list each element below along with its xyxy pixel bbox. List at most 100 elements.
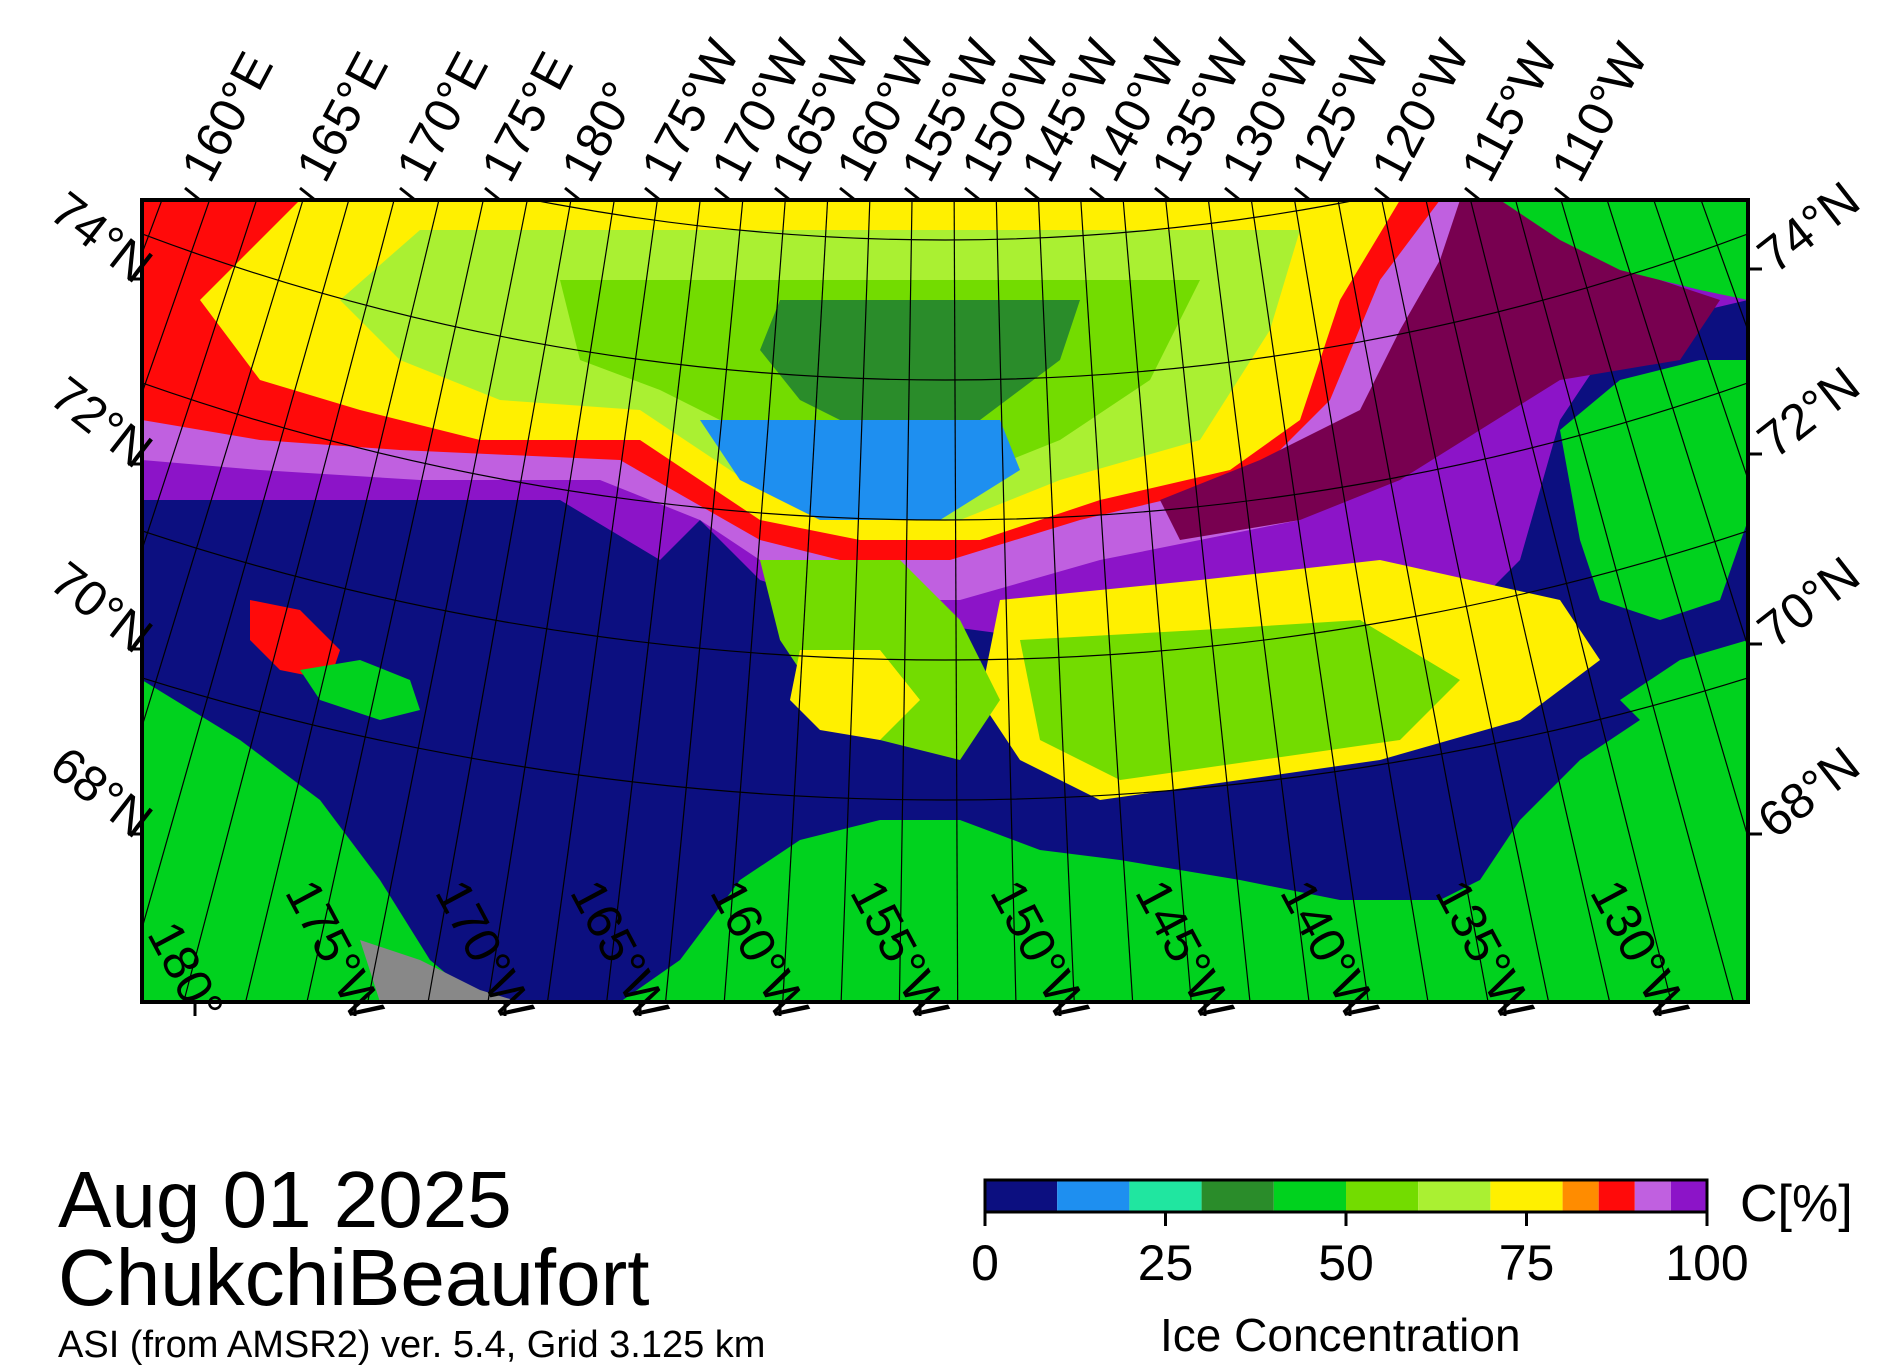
right-latitude-label: 74°N	[1747, 171, 1870, 284]
meridian-line	[142, 200, 258, 552]
colorbar	[983, 1178, 1709, 1214]
tick	[644, 186, 661, 202]
ice-patch-west	[250, 600, 340, 680]
meridian-line	[1250, 200, 1369, 1002]
meridian-line	[244, 200, 440, 1002]
meridian-line	[1381, 200, 1550, 1002]
map-frame	[140, 198, 1750, 1004]
meridian-line	[306, 200, 484, 1002]
meridian-line	[427, 200, 572, 1002]
land-archipelago-north	[1500, 200, 1748, 300]
colorbar-bin	[1490, 1180, 1563, 1212]
right-latitude-label: 72°N	[1747, 356, 1870, 469]
meridian-line	[606, 200, 701, 1002]
meridian-line	[1844, 0, 1890, 869]
colorbar-bin	[1670, 1180, 1707, 1212]
tick	[1024, 186, 1041, 202]
meridian-line	[1037, 200, 1075, 1002]
tick	[1374, 186, 1391, 202]
meridian-line	[142, 200, 304, 729]
meridian-line	[1337, 200, 1489, 1002]
meridian-line	[953, 200, 959, 1002]
meridian-line	[664, 200, 744, 1002]
right-latitude-label: 70°N	[1747, 546, 1870, 659]
tick	[1464, 186, 1481, 202]
meridian-line	[183, 200, 395, 1002]
land-chukotka	[142, 680, 480, 1002]
meridian-line	[1080, 200, 1134, 1002]
colorbar-tick-labels: 0 25 50 75 100	[971, 1212, 1749, 1291]
axis-ticks	[128, 186, 1762, 1016]
meridian-line	[546, 200, 658, 1002]
land-wrangel-island	[300, 660, 420, 720]
meridian-line	[0, 0, 26, 853]
meridian-line	[1207, 200, 1310, 1002]
tick	[1089, 186, 1106, 202]
tick	[1224, 186, 1241, 202]
colorbar-tick-label: 25	[1138, 1235, 1194, 1291]
tick	[964, 186, 981, 202]
colorbar-bin	[1201, 1180, 1274, 1212]
ice-band-west-yellow	[790, 650, 920, 740]
meridian-line	[0, 0, 62, 882]
colorbar-bin	[1634, 1180, 1671, 1212]
land-banks-island	[1560, 360, 1748, 620]
top-longitude-labels: 160°E 165°E170°E175°E180°175°W170°W165°W1…	[170, 30, 1659, 190]
tick	[1154, 186, 1171, 202]
land-alaska	[620, 690, 1748, 1002]
tick	[484, 186, 501, 202]
nodata-strip	[360, 940, 520, 1002]
meridian-line	[1560, 200, 1748, 840]
colorbar-bin	[1562, 1180, 1599, 1212]
tick	[564, 186, 581, 202]
meridian-line	[995, 200, 1017, 1002]
graticule	[0, 0, 1890, 1002]
colorbar-unit: C[%]	[1740, 1175, 1853, 1233]
meridian-line	[840, 200, 871, 1002]
map-area	[0, 0, 1890, 1002]
tick	[839, 186, 856, 202]
colorbar-bin	[1346, 1180, 1419, 1212]
meridian-line	[1425, 200, 1611, 1002]
colorbar-bin	[1057, 1180, 1130, 1212]
tick	[714, 186, 731, 202]
meridian-line	[782, 200, 829, 1002]
colorbar-bin	[1273, 1180, 1346, 1212]
meridian-line	[1122, 200, 1192, 1002]
meridian-line	[487, 200, 615, 1002]
meridian-line	[1879, 0, 1890, 841]
colorbar-bin	[1129, 1180, 1202, 1212]
top-longitude-label: 160°E	[170, 43, 284, 190]
map-region-title: ChukchiBeaufort	[58, 1233, 650, 1322]
colorbar-tick-label: 100	[1665, 1235, 1748, 1291]
tick	[399, 186, 416, 202]
meridian-line	[1469, 200, 1672, 1002]
data-source-note: ASI (from AMSR2) ver. 5.4, Grid 3.125 km	[58, 1324, 766, 1366]
colorbar-bin	[1418, 1180, 1491, 1212]
meridian-line	[723, 200, 786, 1002]
colorbar-bin	[1598, 1180, 1635, 1212]
colorbar-tick-label: 0	[971, 1235, 999, 1291]
tick	[904, 186, 921, 202]
tick	[184, 186, 201, 202]
fast-ice-channel	[1160, 200, 1720, 540]
map-date: Aug 01 2025	[58, 1155, 512, 1244]
top-longitude-label: 165°E	[285, 43, 399, 190]
meridian-line	[898, 200, 913, 1002]
meridian-line	[367, 200, 528, 1002]
meridian-line	[1293, 200, 1429, 1002]
right-latitude-labels: 74°N 72°N 70°N 68°N	[1747, 171, 1870, 849]
meridian-line	[1514, 200, 1735, 1002]
meridian-line	[1606, 200, 1748, 649]
colorbar-tick-label: 50	[1318, 1235, 1374, 1291]
tick	[1554, 186, 1571, 202]
tick	[774, 186, 791, 202]
colorbar-title: Ice Concentration	[1160, 1309, 1521, 1361]
ice-band-east-green	[1020, 620, 1460, 780]
colorbar-bin	[985, 1180, 1058, 1212]
tick	[299, 186, 316, 202]
right-latitude-label: 68°N	[1747, 736, 1870, 849]
colorbar-tick-label: 75	[1499, 1235, 1555, 1291]
tick	[1294, 186, 1311, 202]
